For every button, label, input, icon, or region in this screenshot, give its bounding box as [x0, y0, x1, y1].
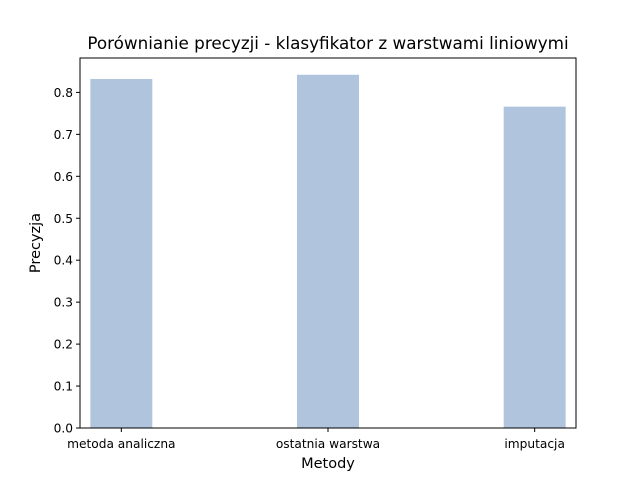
- y-tick-label: 0.0: [54, 422, 73, 436]
- y-tick-label: 0.8: [54, 86, 73, 100]
- x-axis-label: Metody: [301, 456, 355, 472]
- x-axis: metoda analiczna ostatnia warstwa imputacj…: [67, 428, 565, 451]
- bar-metoda-analiczna: [90, 78, 153, 428]
- y-axis-label: Precyzja: [28, 213, 44, 273]
- y-tick-label: 0.1: [54, 380, 73, 394]
- bar-ostatnia-warstwa: [297, 74, 359, 428]
- plot-frame: [79, 57, 577, 429]
- y-tick-label: 0.2: [54, 338, 73, 352]
- y-tick-label: 0.5: [54, 212, 73, 226]
- y-tick-label: 0.6: [54, 170, 73, 184]
- x-tick-label: imputacja: [504, 437, 565, 451]
- y-tick-label: 0.3: [54, 296, 73, 310]
- y-tick-label: 0.4: [54, 254, 74, 268]
- bars-layer: [90, 74, 566, 428]
- x-tick-label: ostatnia warstwa: [276, 437, 380, 451]
- bar-imputacja: [503, 106, 566, 428]
- x-tick-label: metoda analiczna: [67, 437, 175, 451]
- y-tick-label: 0.7: [54, 128, 73, 142]
- chart-title: Porównianie precyzji - klasyfikator z wa…: [87, 33, 568, 53]
- y-axis: 0.0 0.1 0.2 0.3 0.4 0.5 0.6 0.7 0.8: [54, 86, 80, 436]
